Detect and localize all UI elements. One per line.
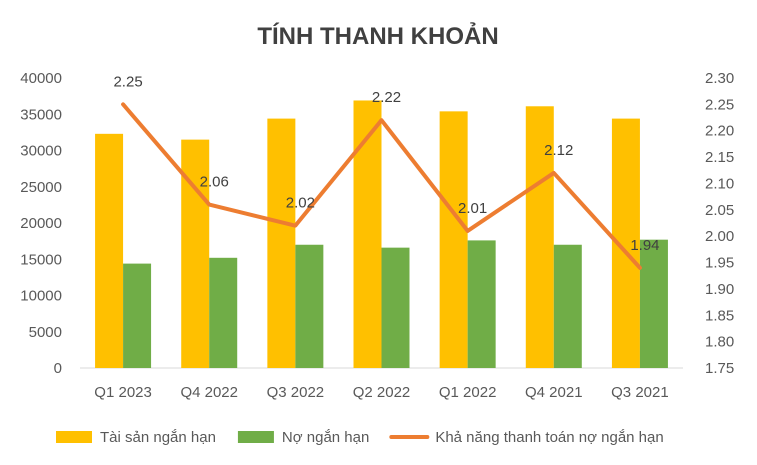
left-tick-label: 40000 [20, 70, 62, 87]
left-tick-label: 20000 [20, 215, 62, 232]
x-axis-labels: Q1 2023 Q4 2022 Q3 2022 Q2 2022 Q1 2022 Q4 20… [94, 384, 668, 401]
bar-no-ngan-han [295, 244, 324, 368]
ratio-data-label: 2.02 [286, 195, 315, 212]
ratio-line-path [121, 102, 642, 270]
bar-no-ngan-han [209, 257, 238, 368]
legend-swatch [56, 431, 92, 443]
right-tick-label: 2.00 [705, 228, 734, 245]
left-tick-label: 0 [54, 360, 62, 377]
x-tick-label: Q1 2022 [439, 384, 497, 401]
ratio-data-label: 2.22 [372, 89, 401, 106]
right-tick-label: 2.20 [705, 123, 734, 140]
left-tick-label: 35000 [20, 106, 62, 123]
bar-tai-san-ngan-han [525, 106, 554, 369]
left-tick-label: 15000 [20, 251, 62, 268]
right-tick-label: 1.75 [705, 360, 734, 377]
bar-tai-san-ngan-han [95, 133, 124, 368]
left-tick-label: 10000 [20, 288, 62, 305]
x-tick-label: Q4 2022 [180, 384, 238, 401]
right-tick-label: 2.30 [705, 70, 734, 87]
right-tick-label: 2.10 [705, 175, 734, 192]
x-tick-label: Q3 2021 [611, 384, 669, 401]
right-tick-label: 2.25 [705, 96, 734, 113]
legend-label: Tài sản ngắn hạn [100, 429, 216, 446]
bar-tai-san-ngan-han [439, 111, 468, 368]
bar-no-ngan-han [123, 263, 152, 368]
chart-title: TÍNH THANH KHOẢN [257, 21, 498, 50]
left-tick-label: 30000 [20, 143, 62, 160]
right-tick-label: 1.85 [705, 307, 734, 324]
right-tick-label: 2.15 [705, 149, 734, 166]
left-tick-label: 25000 [20, 179, 62, 196]
bar-no-ngan-han [467, 240, 496, 368]
bar-no-ngan-han [553, 244, 582, 368]
x-tick-label: Q1 2023 [94, 384, 152, 401]
ratio-data-label: 2.06 [200, 174, 229, 191]
ratio-data-label: 2.25 [113, 73, 142, 90]
right-tick-label: 1.90 [705, 281, 734, 298]
ratio-data-label: 2.01 [458, 200, 487, 217]
left-axis: 0 5000 10000 15000 20000 25000 30000 35000 40000 [20, 70, 62, 377]
left-tick-label: 5000 [29, 324, 62, 341]
legend-swatch [237, 431, 274, 443]
ratio-data-label: 2.12 [544, 142, 573, 159]
right-tick-label: 1.80 [705, 334, 734, 351]
legend-label: Nợ ngắn hạn [282, 429, 369, 446]
x-tick-label: Q2 2022 [353, 384, 411, 401]
x-tick-label: Q4 2021 [525, 384, 583, 401]
x-tick-label: Q3 2022 [267, 384, 325, 401]
bars [95, 100, 668, 369]
bar-tai-san-ngan-han [353, 100, 382, 368]
bar-tai-san-ngan-han [267, 118, 296, 368]
right-tick-label: 2.05 [705, 202, 734, 219]
legend-label: Khả năng thanh toán nợ ngắn hạn [435, 429, 663, 446]
legend: Tài sản ngắn hạn Nợ ngắn hạn Khả năng than… [56, 429, 664, 446]
ratio-data-label: 1.94 [630, 237, 659, 254]
bar-no-ngan-han [381, 247, 410, 368]
bar-no-ngan-han [639, 239, 668, 368]
ratio-line: 2.25 2.06 2.02 2.22 2.01 2.12 1.94 [113, 73, 660, 270]
right-tick-label: 1.95 [705, 255, 734, 272]
right-axis: 1.75 1.80 1.85 1.90 1.95 2.00 2.05 2.10 2.15 2.20… [705, 70, 734, 377]
